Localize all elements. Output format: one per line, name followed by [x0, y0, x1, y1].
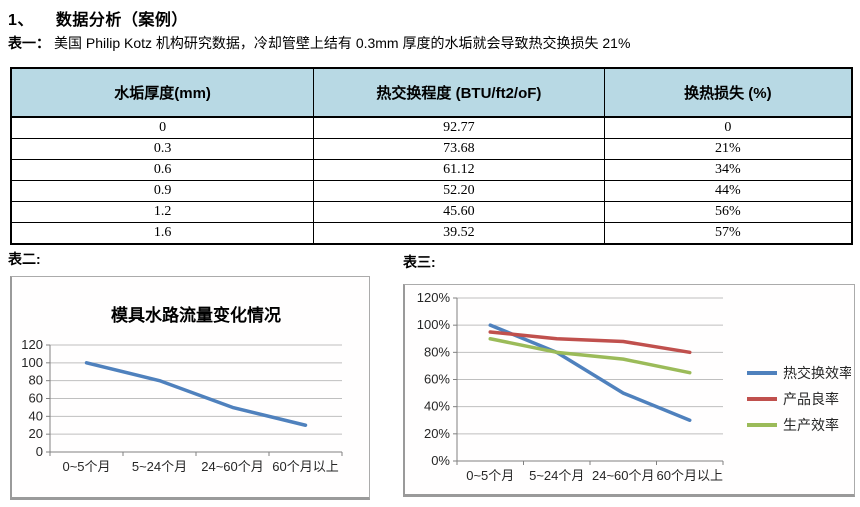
svg-text:5~24个月: 5~24个月 — [529, 468, 584, 483]
cell-heat-loss: 57% — [603, 222, 853, 245]
table-row: 0 92.77 0 — [10, 116, 853, 139]
svg-text:0~5个月: 0~5个月 — [466, 468, 514, 483]
column-header-thickness: 水垢厚度(mm) — [10, 67, 315, 118]
table1-caption-text: 美国 Philip Kotz 机构研究数据，冷却管壁上结有 0.3mm 厚度的水… — [54, 35, 631, 51]
svg-text:5~24个月: 5~24个月 — [132, 459, 187, 474]
svg-text:120%: 120% — [417, 290, 451, 305]
svg-text:20%: 20% — [424, 426, 450, 441]
svg-text:生产效率: 生产效率 — [783, 417, 839, 434]
cell-heat-exchange: 92.77 — [313, 116, 605, 139]
table2-label: 表二: — [8, 251, 41, 267]
table1-caption: 表一： 美国 Philip Kotz 机构研究数据，冷却管壁上结有 0.3mm 厚… — [8, 33, 630, 53]
table-header-row: 水垢厚度(mm) 热交换程度 (BTU/ft2/oF) 换热损失 (%) — [10, 67, 853, 118]
cell-heat-exchange: 61.12 — [313, 159, 605, 181]
page-title: 1、 数据分析（案例） — [8, 6, 188, 30]
cell-thickness: 1.2 — [10, 201, 315, 223]
cell-heat-loss: 0 — [603, 116, 853, 139]
cell-heat-loss: 44% — [603, 180, 853, 202]
cell-thickness: 0.3 — [10, 138, 315, 160]
table1-label: 表一： — [8, 35, 50, 51]
table-row: 0.9 52.20 44% — [10, 180, 853, 202]
heading-number: 1、 — [8, 12, 34, 29]
svg-text:模具水路流量变化情况: 模具水路流量变化情况 — [111, 305, 281, 325]
svg-text:60: 60 — [29, 391, 43, 406]
svg-text:0: 0 — [36, 444, 43, 459]
cell-heat-loss: 34% — [603, 159, 853, 181]
svg-text:80: 80 — [29, 373, 43, 388]
cell-thickness: 0 — [10, 116, 315, 139]
table3-label: 表三: — [403, 254, 436, 270]
table-row: 0.6 61.12 34% — [10, 159, 853, 181]
svg-text:60个月以上: 60个月以上 — [272, 459, 338, 474]
table-row: 0.3 73.68 21% — [10, 138, 853, 160]
flow-rate-line-chart: 0 20 40 60 80 100 120 0~5个月 5~24个月 24~60个月 60个月以上 模… — [10, 276, 370, 500]
svg-text:24~60个月: 24~60个月 — [201, 459, 264, 474]
svg-text:60%: 60% — [424, 372, 450, 387]
svg-text:20: 20 — [29, 426, 43, 441]
table-row: 1.2 45.60 56% — [10, 201, 853, 223]
svg-text:产品良率: 产品良率 — [783, 391, 839, 408]
svg-text:40%: 40% — [424, 399, 450, 414]
svg-text:120: 120 — [21, 337, 43, 352]
cell-heat-loss: 21% — [603, 138, 853, 160]
cell-thickness: 0.9 — [10, 180, 315, 202]
table-row: 1.6 39.52 57% — [10, 222, 853, 245]
cell-heat-exchange: 52.20 — [313, 180, 605, 202]
efficiency-line-chart: 0% 20% 40% 60% 80% 100% 120% 0~5个月 5~24个月 24~60个月… — [403, 284, 855, 497]
cell-thickness: 0.6 — [10, 159, 315, 181]
heading-text: 数据分析（案例） — [55, 12, 188, 29]
cell-heat-exchange: 39.52 — [313, 222, 605, 245]
cell-heat-loss: 56% — [603, 201, 853, 223]
column-header-heat-exchange: 热交换程度 (BTU/ft2/oF) — [313, 67, 605, 118]
svg-text:热交换效率: 热交换效率 — [783, 365, 851, 382]
svg-text:60个月以上: 60个月以上 — [657, 468, 723, 483]
svg-text:100%: 100% — [417, 317, 451, 332]
cell-heat-exchange: 73.68 — [313, 138, 605, 160]
cell-thickness: 1.6 — [10, 222, 315, 245]
cell-heat-exchange: 45.60 — [313, 201, 605, 223]
svg-text:40: 40 — [29, 408, 43, 423]
svg-text:0~5个月: 0~5个月 — [62, 459, 110, 474]
svg-text:80%: 80% — [424, 344, 450, 359]
svg-text:100: 100 — [21, 355, 43, 370]
svg-text:24~60个月: 24~60个月 — [592, 468, 655, 483]
scale-thickness-table: 水垢厚度(mm) 热交换程度 (BTU/ft2/oF) 换热损失 (%) 0 9… — [10, 67, 853, 245]
svg-text:0%: 0% — [431, 453, 450, 468]
column-header-heat-loss: 换热损失 (%) — [603, 67, 853, 118]
